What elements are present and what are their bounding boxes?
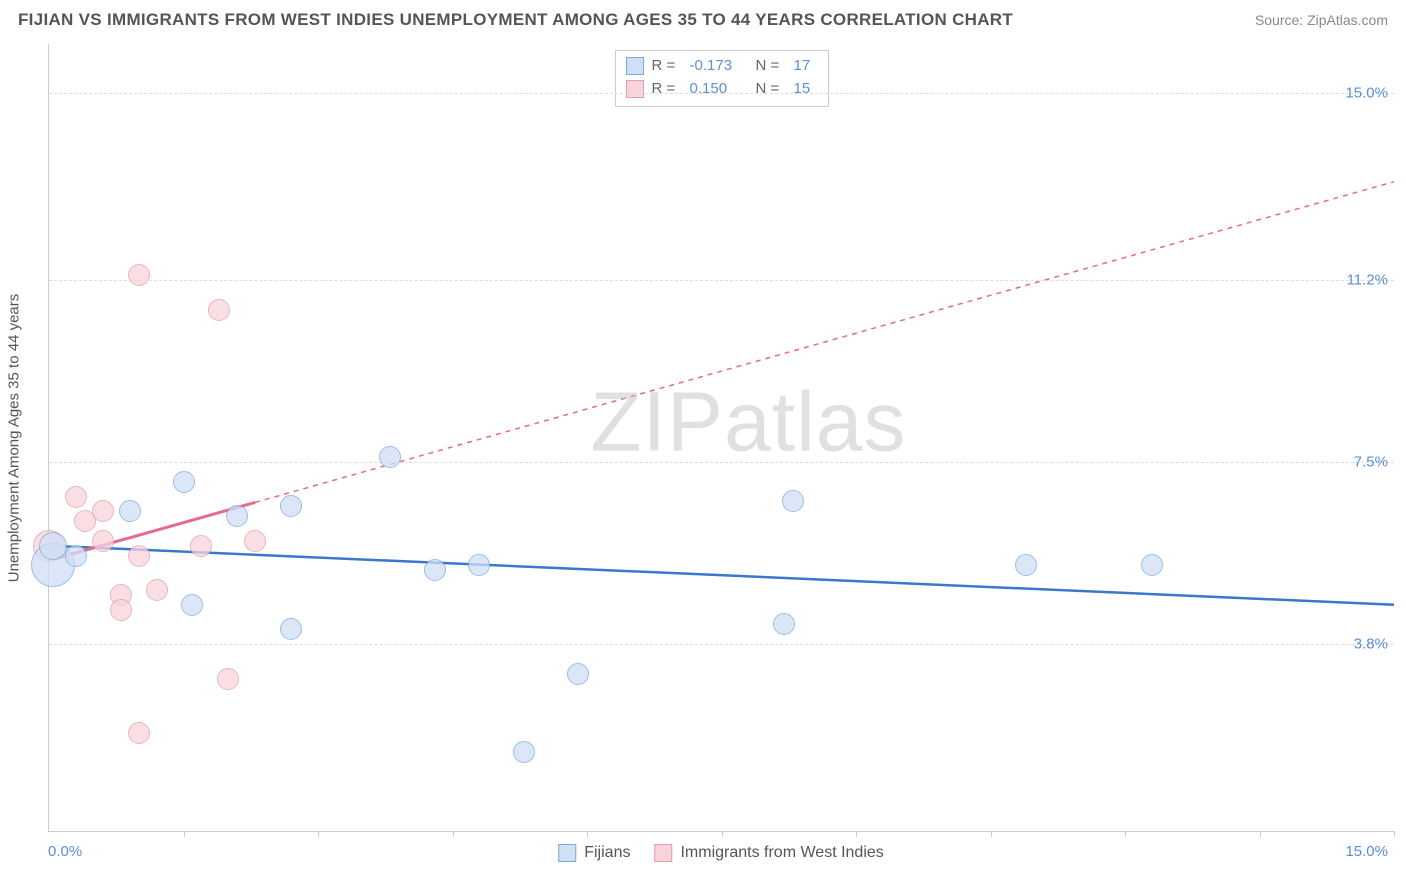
data-point bbox=[119, 500, 141, 522]
legend-swatch bbox=[626, 80, 644, 98]
chart-title: FIJIAN VS IMMIGRANTS FROM WEST INDIES UN… bbox=[18, 10, 1013, 30]
data-point bbox=[782, 490, 804, 512]
x-tick bbox=[1260, 831, 1261, 837]
data-point bbox=[468, 554, 490, 576]
data-point bbox=[65, 545, 87, 567]
data-point bbox=[513, 741, 535, 763]
x-tick bbox=[318, 831, 319, 837]
watermark: ZIPatlas bbox=[590, 373, 906, 470]
legend-label: Fijians bbox=[584, 844, 630, 862]
x-axis-max-label: 15.0% bbox=[1345, 843, 1388, 860]
y-tick-label: 7.5% bbox=[1354, 454, 1388, 471]
data-point bbox=[128, 545, 150, 567]
legend-swatch bbox=[626, 57, 644, 75]
x-axis-min-label: 0.0% bbox=[48, 843, 82, 860]
gridline bbox=[49, 93, 1394, 94]
regression-lines-layer bbox=[49, 44, 1394, 831]
x-tick bbox=[184, 831, 185, 837]
data-point bbox=[110, 599, 132, 621]
data-point bbox=[424, 559, 446, 581]
n-label: N = bbox=[756, 78, 786, 101]
data-point bbox=[65, 486, 87, 508]
x-tick bbox=[587, 831, 588, 837]
data-point bbox=[128, 264, 150, 286]
data-point bbox=[173, 471, 195, 493]
data-point bbox=[1015, 554, 1037, 576]
source-label: Source: ZipAtlas.com bbox=[1255, 12, 1388, 28]
header: FIJIAN VS IMMIGRANTS FROM WEST INDIES UN… bbox=[0, 0, 1406, 36]
legend-label: Immigrants from West Indies bbox=[680, 844, 883, 862]
data-point bbox=[128, 722, 150, 744]
data-point bbox=[567, 663, 589, 685]
data-point bbox=[92, 530, 114, 552]
r-value: 0.150 bbox=[690, 78, 748, 101]
series-legend: Fijians Immigrants from West Indies bbox=[558, 844, 884, 862]
x-tick bbox=[1394, 831, 1395, 837]
n-label: N = bbox=[756, 55, 786, 78]
r-label: R = bbox=[652, 78, 682, 101]
x-tick bbox=[453, 831, 454, 837]
data-point bbox=[208, 299, 230, 321]
legend-swatch bbox=[654, 844, 672, 862]
n-value: 17 bbox=[794, 55, 818, 78]
stats-legend: R = -0.173 N = 17 R = 0.150 N = 15 bbox=[615, 50, 829, 107]
data-point bbox=[280, 618, 302, 640]
x-tick bbox=[722, 831, 723, 837]
data-point bbox=[146, 579, 168, 601]
y-tick-label: 3.8% bbox=[1354, 636, 1388, 653]
r-label: R = bbox=[652, 55, 682, 78]
plot-region: ZIPatlas R = -0.173 N = 17 R = 0.150 N = 15 3.8… bbox=[48, 44, 1394, 832]
legend-item: Immigrants from West Indies bbox=[654, 844, 883, 862]
data-point bbox=[1141, 554, 1163, 576]
data-point bbox=[379, 446, 401, 468]
data-point bbox=[39, 532, 67, 560]
data-point bbox=[190, 535, 212, 557]
n-value: 15 bbox=[794, 78, 818, 101]
gridline bbox=[49, 462, 1394, 463]
x-tick bbox=[1125, 831, 1126, 837]
gridline bbox=[49, 644, 1394, 645]
legend-item: Fijians bbox=[558, 844, 630, 862]
chart-area: Unemployment Among Ages 35 to 44 years Z… bbox=[48, 44, 1394, 832]
data-point bbox=[92, 500, 114, 522]
data-point bbox=[226, 505, 248, 527]
r-value: -0.173 bbox=[690, 55, 748, 78]
data-point bbox=[773, 613, 795, 635]
data-point bbox=[280, 495, 302, 517]
gridline bbox=[49, 280, 1394, 281]
x-tick bbox=[856, 831, 857, 837]
legend-swatch bbox=[558, 844, 576, 862]
y-tick-label: 11.2% bbox=[1347, 272, 1388, 289]
x-tick bbox=[991, 831, 992, 837]
data-point bbox=[244, 530, 266, 552]
y-tick-label: 15.0% bbox=[1345, 85, 1388, 102]
data-point bbox=[181, 594, 203, 616]
data-point bbox=[217, 668, 239, 690]
stats-row: R = -0.173 N = 17 bbox=[626, 55, 818, 78]
stats-row: R = 0.150 N = 15 bbox=[626, 78, 818, 101]
y-axis-title: Unemployment Among Ages 35 to 44 years bbox=[6, 294, 23, 583]
